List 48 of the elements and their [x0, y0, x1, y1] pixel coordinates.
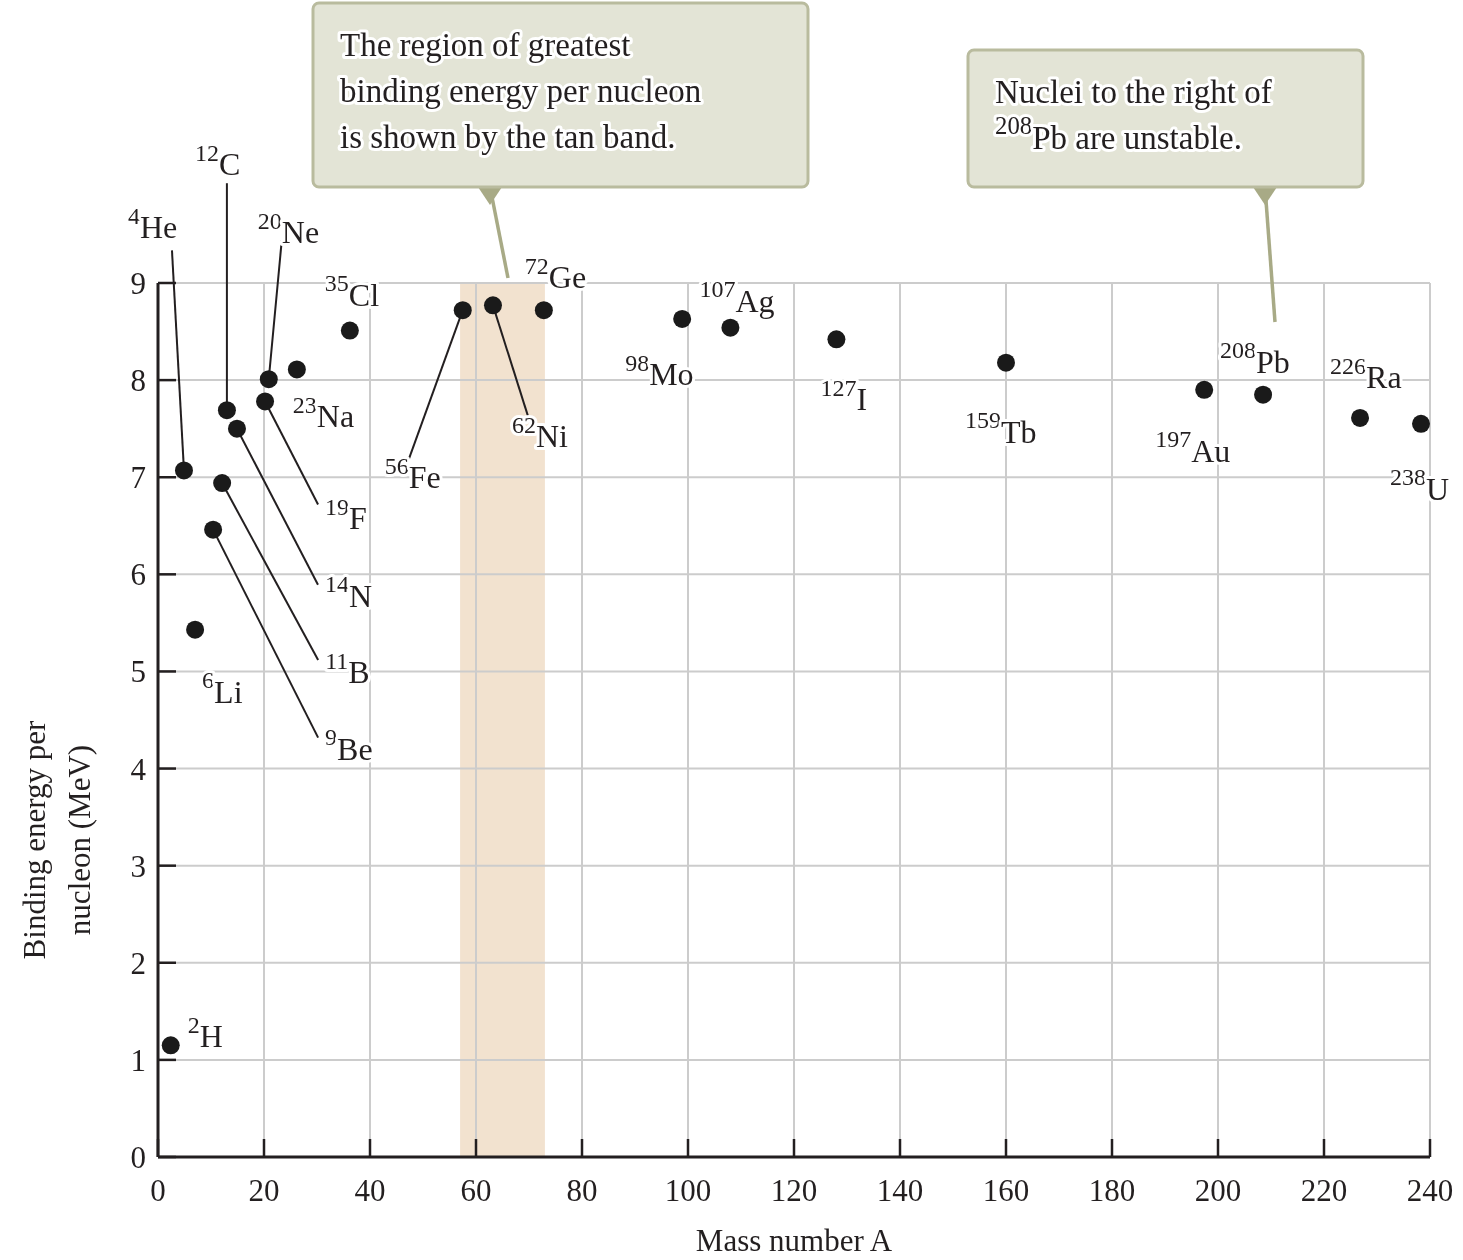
annotation: $^{127}$I — [820, 374, 868, 418]
annotation: $^{11}$B — [325, 647, 370, 691]
annotation: $^{62}$Ni — [511, 411, 569, 455]
y-tick-label: 9 — [130, 266, 146, 301]
x-tick-label: 220 — [1300, 1173, 1348, 1208]
x-tick-label: 240 — [1406, 1173, 1454, 1208]
x-tick-label: 20 — [248, 1173, 280, 1208]
y-tick-label: 7 — [130, 460, 146, 496]
annotation: $^{208}$Pb — [1220, 337, 1290, 380]
y-tick-label: 4 — [130, 751, 147, 787]
y-tick-label: 2 — [130, 945, 146, 981]
annotation: $^{2}$H — [187, 1011, 223, 1055]
annotation: $^{197}$Au — [1155, 426, 1231, 469]
annotation: $^{14}$N — [324, 571, 373, 614]
text: Nuclei to the right of $^{208}$Pb are unstable. — [995, 74, 1272, 156]
annotation: $^{4}$He — [127, 203, 178, 246]
annotation: $^{35}$Cl — [324, 270, 380, 313]
annotation: $^{23}$Na — [292, 392, 355, 435]
y-tick-label: 1 — [130, 1042, 146, 1078]
annotation: $^{6}$Li — [202, 667, 243, 710]
y-tick-label: 6 — [130, 557, 146, 593]
text: The region of greatest binding energy per nucleon is shown by the tan band. — [340, 27, 702, 155]
annotation: $^{238}$U — [1389, 464, 1450, 507]
x-tick-label: 60 — [460, 1173, 492, 1208]
annotation: $^{56}$Fe — [384, 452, 441, 496]
y-tick-label: 3 — [130, 848, 146, 884]
x-tick-label: 180 — [1088, 1173, 1136, 1208]
annotation: $^{20}$Ne — [257, 207, 320, 251]
annotation: $^{98}$Mo — [625, 349, 694, 392]
annotation: $^{19}$F — [325, 494, 367, 537]
x-tick-label: 200 — [1194, 1173, 1242, 1208]
y-axis-title: Binding energy per nucleon (MeV) — [17, 719, 97, 960]
annotation: $^{12}$C — [194, 139, 241, 183]
x-tick-label: 120 — [770, 1173, 818, 1208]
annotation: $^{226}$Ra — [1330, 352, 1402, 395]
y-tick-label: 8 — [130, 363, 146, 399]
y-tick-label: 5 — [130, 654, 146, 690]
y-tick-label: 0 — [130, 1140, 146, 1175]
x-tick-label: 140 — [876, 1173, 924, 1208]
x-axis-title: Mass number A — [695, 1223, 893, 1258]
x-tick-label: 160 — [982, 1173, 1030, 1208]
x-tick-label: 80 — [566, 1173, 598, 1208]
x-tick-label: 100 — [664, 1173, 712, 1208]
annotation: $^{9}$Be — [325, 724, 373, 767]
x-tick-label: 40 — [354, 1173, 386, 1208]
annotation: $^{72}$Ge — [524, 252, 587, 296]
annotation: $^{107}$Ag — [699, 276, 775, 319]
annotation: $^{159}$Tb — [965, 407, 1037, 450]
